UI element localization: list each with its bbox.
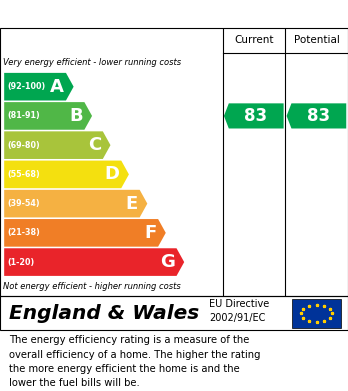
Polygon shape	[4, 131, 110, 159]
Text: Potential: Potential	[294, 36, 340, 45]
Polygon shape	[224, 103, 284, 129]
Text: (39-54): (39-54)	[7, 199, 40, 208]
Polygon shape	[4, 248, 184, 276]
Text: (92-100): (92-100)	[7, 82, 45, 91]
Polygon shape	[4, 73, 74, 100]
Text: (69-80): (69-80)	[7, 141, 40, 150]
Text: EU Directive
2002/91/EC: EU Directive 2002/91/EC	[209, 300, 269, 323]
Text: F: F	[144, 224, 156, 242]
Text: E: E	[126, 195, 138, 213]
Text: D: D	[104, 165, 119, 183]
Text: C: C	[88, 136, 101, 154]
Text: 83: 83	[307, 107, 330, 125]
Polygon shape	[4, 219, 166, 247]
Text: (1-20): (1-20)	[7, 258, 34, 267]
Polygon shape	[4, 102, 92, 130]
Text: (21-38): (21-38)	[7, 228, 40, 237]
Text: Current: Current	[234, 36, 274, 45]
Text: A: A	[50, 78, 64, 96]
Text: 83: 83	[244, 107, 267, 125]
Text: The energy efficiency rating is a measure of the
overall efficiency of a home. T: The energy efficiency rating is a measur…	[9, 335, 260, 388]
Text: Energy Efficiency Rating: Energy Efficiency Rating	[9, 5, 238, 23]
Polygon shape	[4, 190, 147, 217]
Text: B: B	[69, 107, 83, 125]
Text: Not energy efficient - higher running costs: Not energy efficient - higher running co…	[3, 282, 181, 291]
Bar	[292, 299, 341, 328]
Text: (81-91): (81-91)	[7, 111, 40, 120]
Text: Very energy efficient - lower running costs: Very energy efficient - lower running co…	[3, 58, 182, 67]
Polygon shape	[286, 103, 346, 129]
Text: England & Wales: England & Wales	[9, 304, 199, 323]
Polygon shape	[4, 161, 129, 188]
Text: G: G	[160, 253, 175, 271]
Text: (55-68): (55-68)	[7, 170, 40, 179]
